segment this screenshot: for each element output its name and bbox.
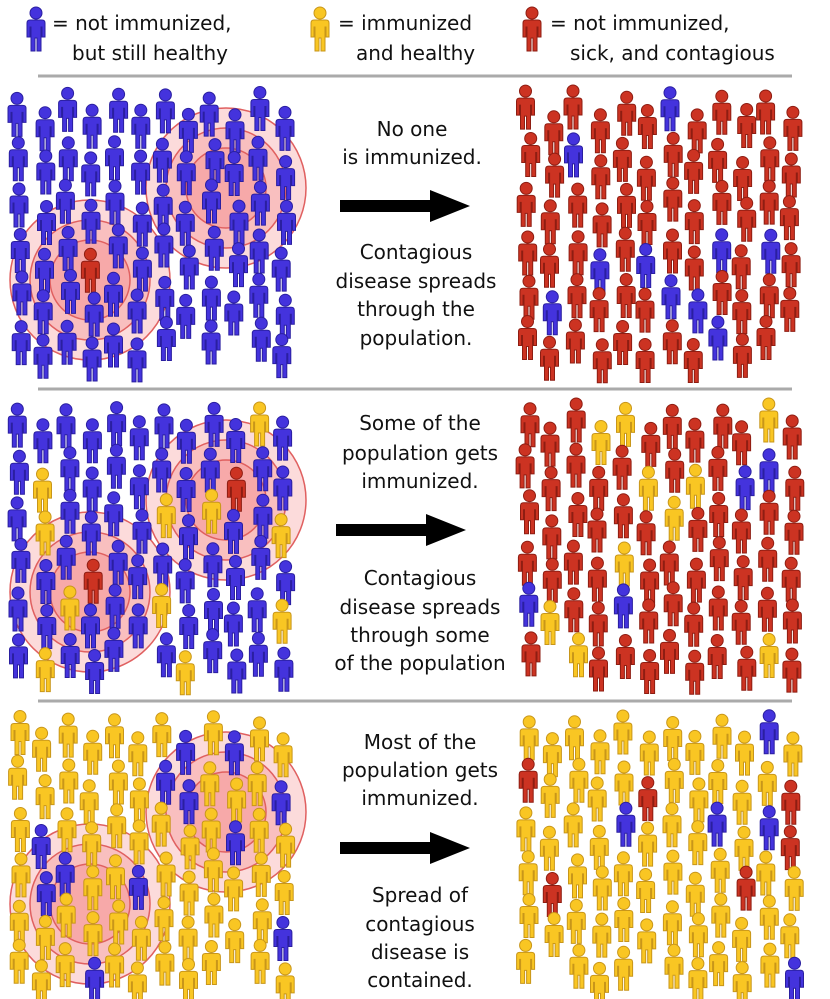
caption: population gets [342, 441, 498, 465]
caption: Spread of [372, 883, 469, 907]
legend-text: = not immunized, [52, 11, 232, 35]
caption: of the population [334, 651, 505, 675]
caption: disease is [371, 940, 469, 964]
caption: immunized. [361, 469, 478, 493]
figures [7, 84, 805, 999]
legend-text: and healthy [356, 41, 475, 65]
caption: Some of the [359, 411, 481, 435]
captions: No one is immunized. Contagious disease … [334, 117, 505, 992]
caption: is immunized. [342, 145, 482, 169]
caption: disease spreads [340, 595, 501, 619]
arrow [340, 832, 470, 864]
caption: contagious [365, 912, 475, 936]
caption: No one [377, 117, 448, 141]
caption: through the [357, 297, 475, 321]
caption: Contagious [360, 240, 473, 264]
caption: population gets [342, 758, 498, 782]
legend-text: = immunized [338, 11, 472, 35]
caption: population. [360, 326, 473, 350]
arrows [336, 190, 470, 864]
caption: contained. [367, 968, 473, 992]
caption: through some [350, 623, 489, 647]
legend: = not immunized, but still healthy = imm… [26, 6, 775, 65]
caption: Most of the [364, 730, 477, 754]
caption: disease spreads [336, 269, 497, 293]
legend-text: = not immunized, [550, 11, 730, 35]
legend-text: but still healthy [72, 41, 228, 65]
arrow [336, 514, 466, 546]
legend-text: sick, and contagious [570, 41, 775, 65]
arrow [340, 190, 470, 222]
caption: immunized. [361, 786, 478, 810]
caption: Contagious [364, 566, 477, 590]
